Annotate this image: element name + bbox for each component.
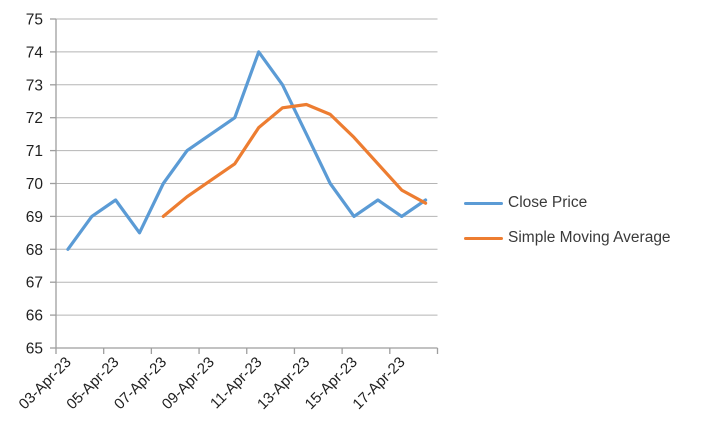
y-axis-tick-label: 71 xyxy=(26,143,43,160)
y-axis-tick-label: 66 xyxy=(26,308,43,325)
y-axis-tick-label: 68 xyxy=(26,242,43,259)
y-axis-tick-label: 75 xyxy=(26,12,43,29)
legend: Close Price Simple Moving Average xyxy=(464,192,671,249)
y-axis-tick-label: 70 xyxy=(26,176,44,193)
x-axis-tick-label: 17-Apr-23 xyxy=(349,354,408,413)
y-axis-tick-label: 74 xyxy=(26,44,44,61)
series-line-close-price xyxy=(66,50,428,251)
y-axis-tick-label: 67 xyxy=(26,275,43,292)
series-line-simple-moving-average xyxy=(161,102,428,218)
legend-item-close-price[interactable]: Close Price xyxy=(464,192,671,214)
x-axis-tick-label: 09-Apr-23 xyxy=(159,354,218,413)
legend-item-simple-moving-average[interactable]: Simple Moving Average xyxy=(464,227,671,249)
y-axis-tick-label: 69 xyxy=(26,209,43,226)
y-axis-tick-label: 65 xyxy=(26,341,43,358)
legend-label-simple-moving-average: Simple Moving Average xyxy=(508,229,671,246)
simple-moving-average-line-swatch xyxy=(464,236,503,240)
y-axis-tick-label: 73 xyxy=(26,77,43,94)
legend-label-close-price: Close Price xyxy=(508,194,588,211)
y-axis-tick-label: 72 xyxy=(26,110,43,127)
close-price-line-swatch xyxy=(464,201,503,205)
